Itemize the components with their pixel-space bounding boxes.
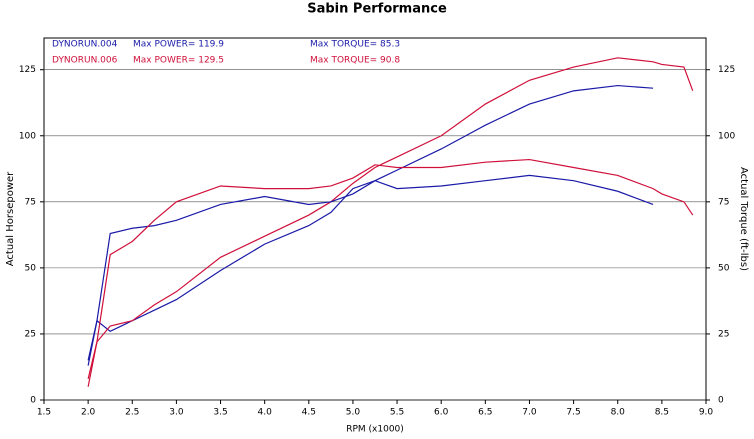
x-tick-label: 4.5 — [302, 408, 316, 418]
x-axis-label: RPM (x1000) — [346, 425, 404, 435]
y2-tick-label: 0 — [718, 396, 724, 406]
legend-run: DYNORUN.004 — [52, 40, 118, 50]
x-tick-label: 6.5 — [478, 408, 492, 418]
y2-axis-label: Actual Torque (ft-lbs) — [738, 167, 749, 271]
x-tick-label: 7.5 — [566, 408, 580, 418]
x-tick-label: 3.0 — [169, 408, 184, 418]
legend-run: DYNORUN.006 — [52, 56, 118, 66]
x-tick-label: 8.5 — [655, 408, 669, 418]
x-tick-label: 6.0 — [434, 408, 449, 418]
x-tick-label: 5.5 — [390, 408, 404, 418]
y2-tick-label: 25 — [718, 329, 729, 339]
series-line — [87, 84, 654, 366]
legend-power: Max POWER= 129.5 — [133, 56, 224, 66]
y2-tick-label: 75 — [718, 197, 729, 207]
series-line — [87, 158, 694, 380]
x-tick-label: 9.0 — [699, 408, 714, 418]
x-tick-label: 1.5 — [37, 408, 51, 418]
y-tick-label: 50 — [25, 263, 37, 273]
y-tick-label: 0 — [30, 396, 36, 406]
x-tick-label: 7.0 — [522, 408, 537, 418]
y2-tick-label: 100 — [718, 131, 735, 141]
legend-power: Max POWER= 119.9 — [133, 40, 224, 50]
x-tick-label: 4.0 — [258, 408, 273, 418]
chart-title: Sabin Performance — [307, 2, 447, 17]
plot-frame — [43, 37, 707, 401]
series-line — [87, 57, 694, 387]
x-tick-label: 2.5 — [125, 408, 139, 418]
y-tick-label: 75 — [25, 197, 36, 207]
x-tick-label: 8.0 — [611, 408, 626, 418]
legend-torque: Max TORQUE= 85.3 — [310, 40, 400, 50]
legend-torque: Max TORQUE= 90.8 — [310, 56, 400, 66]
x-tick-label: 3.5 — [213, 408, 227, 418]
y-tick-label: 125 — [19, 65, 36, 75]
y2-tick-label: 50 — [718, 263, 730, 273]
series-line — [87, 174, 654, 361]
y2-tick-label: 125 — [718, 65, 735, 75]
y-axis-label: Actual Horsepower — [5, 171, 16, 266]
x-tick-label: 2.0 — [81, 408, 96, 418]
x-tick-label: 5.0 — [346, 408, 361, 418]
y-tick-label: 100 — [19, 131, 36, 141]
y-tick-label: 25 — [25, 329, 36, 339]
